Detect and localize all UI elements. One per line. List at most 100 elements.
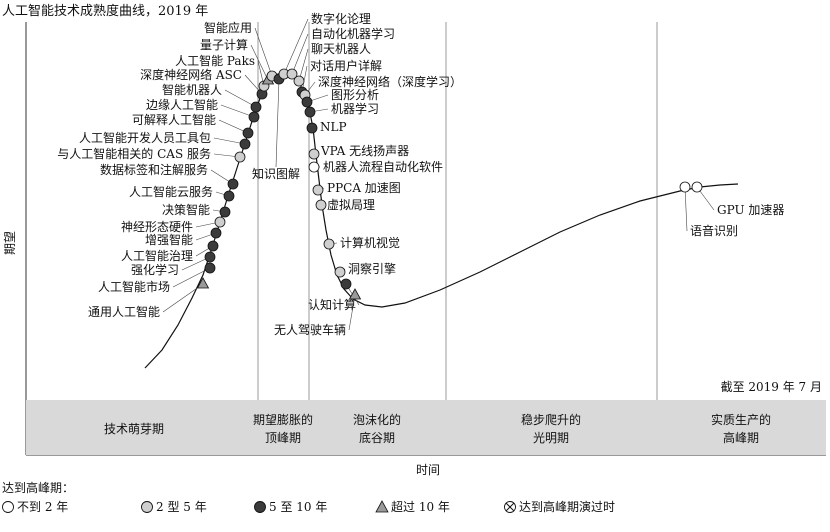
technology-item: 与人工智能相关的 CAS 服务 [57,146,246,163]
technology-label: 人工智能云服务 [129,184,213,199]
technology-label: 人工智能开发人员工具包 [79,130,211,145]
legend-cross [505,502,515,512]
marker-dark-circle [250,101,262,113]
marker-dark-circle [204,251,216,263]
technology-label: GPU 加速器 [717,203,784,217]
legend-item: 2 型 5 年 [141,500,207,514]
technology-item: 智能机器人 [162,82,262,113]
technology-item: 增强智能 [145,227,222,247]
marker-dark-circle [306,122,318,134]
marker-light-circle [312,184,324,196]
leader-line [348,294,356,331]
technology-item: 强化学习 [131,251,216,277]
leader-line [298,48,309,82]
technology-item: 数字化论理 [278,11,371,80]
technology-label: 通用人工智能 [88,304,160,319]
marker-dark-circle [223,190,235,202]
phase-band [26,400,826,455]
phase-label-2: 顶峰期 [265,431,301,445]
technology-item: 数据标签和注解服务 [100,162,239,190]
technology-label: 无人驾驶车辆 [274,322,346,337]
legend-item: 5 至 10 年 [254,500,327,514]
technology-label: 决策智能 [162,202,210,217]
marker-dark-circle [210,227,222,239]
marker-light-circle [334,266,346,278]
technology-label: 聊天机器人 [311,42,371,56]
phase-label-5: 高峰期 [723,430,759,445]
marker-dark-circle [301,96,313,108]
marker-dark-circle [207,240,219,252]
technology-item: 机器学习 [304,101,379,118]
technology-label: 认知计算 [308,297,356,312]
phase-label-4: 光明期 [533,431,569,445]
marker-triangle [196,277,210,289]
leader-line [275,78,280,168]
technology-item: 自动化机器学习 [286,26,395,80]
technology-item: GPU 加速器 [691,181,784,217]
legend-label: 超过 10 年 [391,499,450,514]
technology-label: 深度神经网络 ASC [140,67,242,82]
technology-label: 人工智能市场 [98,279,170,294]
technology-label: 对话用户详解 [310,58,382,73]
technology-item: 虚拟局理 [315,198,375,212]
marker-light-circle [234,151,246,163]
technology-label: 机器人流程自动化软件 [323,159,443,174]
marker-light-circle [308,148,320,160]
technology-item: 人工智能开发人员工具包 [79,130,251,150]
technology-item: PPCA 加速图 [312,181,401,196]
technology-label: NLP [320,120,347,134]
legend-marker [2,501,14,513]
marker-dark-circle [219,206,231,218]
legend-title: 达到高峰期： [2,480,74,495]
leader-line [172,267,211,288]
technology-label: 强化学习 [131,262,179,277]
technology-label: PPCA 加速图 [327,181,401,195]
leader-line [162,283,204,313]
technology-label: 人工智能 Paks [175,53,255,68]
leader-line [254,27,273,77]
technology-label: 知识图解 [252,167,300,181]
technology-item: 边缘人工智能 [146,97,260,123]
technology-item: 洞察引擎 [334,261,396,278]
legend-label: 5 至 10 年 [269,500,327,514]
technology-label: 图形分析 [331,88,379,102]
technology-label: 智能机器人 [162,82,222,97]
technology-item: 聊天机器人 [293,42,371,87]
marker-dark-circle [248,111,260,123]
technology-label: 计算机视觉 [340,235,400,250]
leader-line [283,18,309,75]
technology-label: 数据标签和注解服务 [100,162,208,177]
marker-light-circle [315,199,327,211]
leader-line [250,44,269,81]
marker-dark-circle [239,138,251,150]
y-axis-label: 期望 [3,231,17,255]
technology-item: 可解释人工智能 [132,112,254,139]
technology-item: 语音识别 [679,181,738,238]
marker-light-circle [286,68,298,80]
technology-label: 与人工智能相关的 CAS 服务 [57,146,211,161]
phase-label-3: 泡沫化的 [353,412,401,427]
chart-title: 人工智能技术成熟度曲线，2019 年 [2,3,208,19]
legend-label: 达到高峰期演过时 [519,499,615,514]
leader-line [684,186,688,232]
leader-line [291,33,309,75]
technology-label: 可解释人工智能 [132,112,216,127]
legend-item: 达到高峰期演过时 [504,499,615,514]
technology-item: 图形分析 [301,88,379,108]
phase-label-1: 技术萌芽期 [104,422,164,436]
technology-item: 人工智能云服务 [129,184,235,202]
legend-marker [375,500,389,513]
phase-label-2: 期望膨胀的 [253,412,313,427]
marker-dark-circle [242,127,254,139]
marker-white-circle [679,181,691,193]
legend: 不到 2 年 2 型 5 年 5 至 10 年 超过 10 年 达到高峰期演过时 [2,499,615,514]
marker-dark-circle [227,178,239,190]
technology-item: 人工智能 Paks [175,53,270,92]
technology-label: 数字化论理 [311,11,371,26]
technology-label: 神经形态硬件 [121,220,193,234]
phase-label-4: 稳步爬升的 [521,412,581,427]
technology-item: 人工智能市场 [98,262,216,294]
